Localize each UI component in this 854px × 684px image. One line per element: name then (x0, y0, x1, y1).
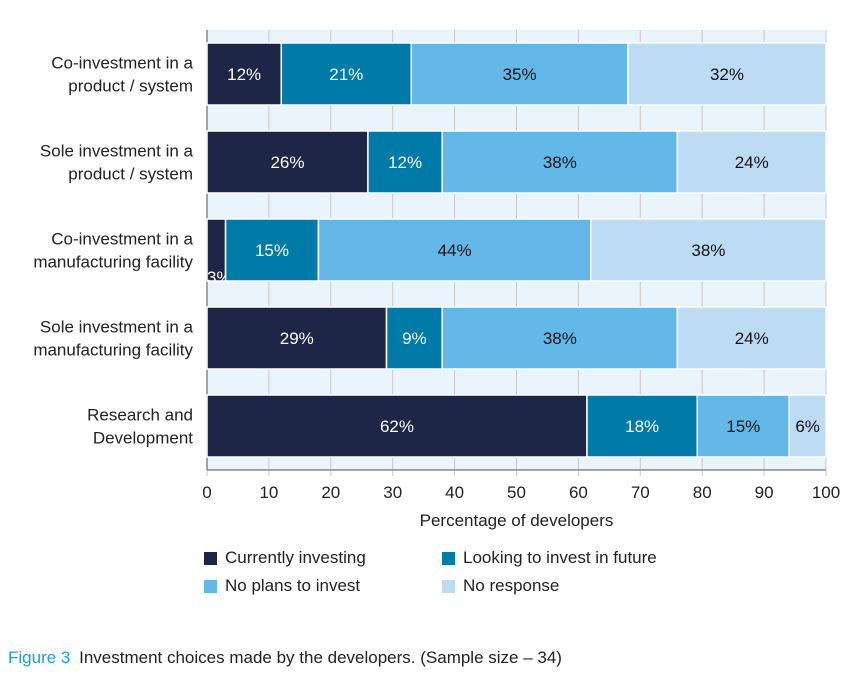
data-label: 6% (795, 417, 820, 436)
data-label: 38% (543, 329, 577, 348)
data-label: 24% (735, 153, 769, 172)
bar-segment (385, 306, 443, 370)
x-axis-title: Percentage of developers (420, 511, 614, 530)
category-label: Co-investment in a (51, 230, 193, 249)
category-label: manufacturing facility (33, 253, 193, 272)
bar-segment (224, 218, 320, 282)
figure-label: Figure 3 (8, 648, 71, 667)
bar-segment (367, 130, 443, 194)
bar-segment (788, 394, 827, 458)
data-label: 12% (388, 153, 422, 172)
bar-segment (206, 130, 369, 194)
caption-text: Investment choices made by the developer… (79, 648, 562, 667)
bar-segment (676, 130, 827, 194)
x-tick-label: 10 (259, 483, 278, 502)
bar-segment (206, 42, 283, 106)
bar-segment (676, 306, 827, 370)
data-label: 12% (227, 65, 261, 84)
bar-segment (410, 42, 629, 106)
x-tick-label: 80 (693, 483, 712, 502)
legend-item: No plans to invest (204, 576, 360, 596)
data-label: 32% (710, 65, 744, 84)
x-tick-label: 20 (321, 483, 340, 502)
legend-label: Currently investing (225, 548, 366, 567)
bar-segment (627, 42, 827, 106)
stacked-bar-chart: 0 10 20 30 40 50 60 70 80 90 100 Percentage of deve… (33, 30, 840, 530)
data-label: 38% (691, 241, 725, 260)
bar-segment (590, 218, 827, 282)
legend-label: No response (463, 576, 560, 595)
x-tick-label: 90 (755, 483, 774, 502)
legend-swatch (442, 579, 455, 593)
data-label: 21% (329, 65, 363, 84)
bar-segment (317, 218, 592, 282)
data-label: 26% (270, 153, 304, 172)
category-label: product / system (68, 165, 193, 184)
legend-swatch (442, 551, 455, 565)
x-tick-label: 30 (383, 483, 402, 502)
data-label: 44% (438, 241, 472, 260)
legend-swatch (204, 551, 217, 565)
data-label: 24% (735, 329, 769, 348)
data-label: 35% (503, 65, 537, 84)
data-label: 15% (726, 417, 760, 436)
bar-segment (441, 306, 679, 370)
legend-label: Looking to invest in future (463, 548, 657, 567)
legend-item: No response (442, 576, 559, 596)
data-label: 15% (255, 241, 289, 260)
bar-segment (206, 394, 588, 458)
bar-segment (696, 394, 790, 458)
category-label: manufacturing facility (33, 341, 193, 360)
figure-caption: Figure 3 Investment choices made by the … (8, 648, 562, 668)
category-label: Sole investment in a (40, 318, 194, 337)
category-label: Co-investment in a (51, 54, 193, 73)
legend-label: No plans to invest (225, 576, 361, 595)
data-label: 29% (280, 329, 314, 348)
legend-swatch (204, 579, 217, 593)
x-tick-label: 0 (202, 483, 211, 502)
bar-segment (206, 306, 388, 370)
x-tick-label: 70 (631, 483, 650, 502)
x-tick-label: 50 (507, 483, 526, 502)
x-tick-label: 100 (812, 483, 840, 502)
category-label: product / system (68, 77, 193, 96)
data-label: 38% (543, 153, 577, 172)
x-tick-label: 40 (445, 483, 464, 502)
legend-item: Currently investing (204, 548, 366, 568)
bar-segment (280, 42, 413, 106)
category-label: Research and (87, 406, 193, 425)
bar-segment (441, 130, 679, 194)
category-label: Sole investment in a (40, 142, 194, 161)
legend-item: Looking to invest in future (442, 548, 657, 568)
data-label: 18% (625, 417, 659, 436)
category-label: Development (93, 429, 193, 448)
data-label: 62% (380, 417, 414, 436)
x-tick-label: 60 (569, 483, 588, 502)
data-label: 9% (402, 329, 427, 348)
